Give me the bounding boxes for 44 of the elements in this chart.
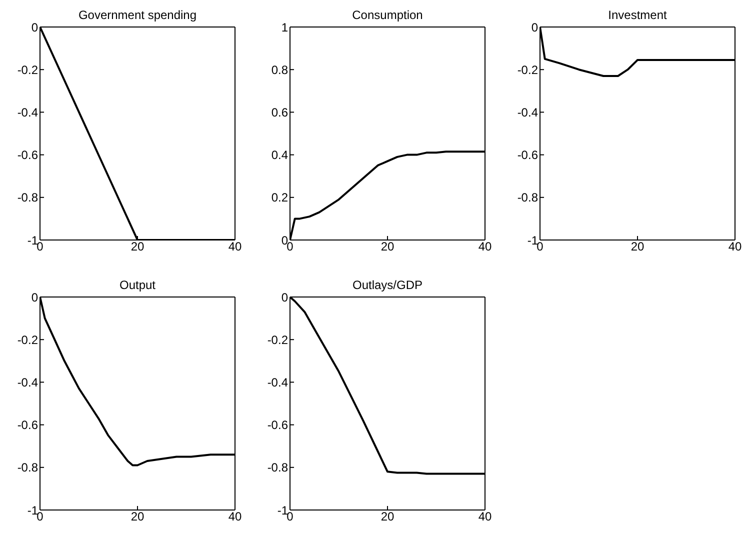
y-tick-label: -0.6 [517, 148, 538, 162]
y-tick-label: -1 [527, 233, 538, 248]
x-tick-label: 40 [478, 510, 492, 524]
x-tick-label: 40 [228, 240, 242, 254]
chart-title: Consumption [351, 8, 424, 22]
x-tick-label: 20 [380, 240, 394, 254]
y-tick-label: 0 [31, 20, 38, 34]
y-tick-label: 1 [281, 20, 288, 34]
y-tick-label: -1 [277, 503, 288, 518]
y-tick-label: -0.4 [17, 105, 38, 120]
y-tick-label: 0.6 [271, 105, 288, 120]
y-tick-label: 0 [281, 290, 288, 304]
x-tick-label: 40 [228, 510, 242, 524]
y-tick-label: 0.8 [271, 62, 288, 77]
chart-title: Investment [607, 8, 668, 22]
y-tick-label: 0 [31, 290, 38, 304]
chart-title: Government spending [77, 8, 198, 22]
chart-title: Output [118, 278, 157, 292]
x-tick-label: 20 [380, 510, 394, 524]
y-tick-label: -0.8 [267, 460, 288, 475]
y-tick-label: -0.2 [17, 332, 38, 347]
x-tick-label: 20 [630, 240, 644, 254]
y-tick-label: 0.2 [271, 190, 288, 205]
y-tick-label: -0.6 [17, 418, 38, 432]
y-tick-label: -0.6 [17, 148, 38, 162]
y-tick-label: -0.4 [267, 375, 288, 390]
y-tick-label: -0.8 [517, 190, 538, 205]
y-tick-label: -0.8 [17, 460, 38, 475]
x-tick-label: 20 [130, 510, 144, 524]
x-tick-label: 20 [130, 240, 144, 254]
y-tick-label: -0.6 [267, 418, 288, 432]
y-tick-label: -0.4 [517, 105, 538, 120]
x-tick-label: 40 [728, 240, 742, 254]
y-tick-label: 0.4 [271, 148, 288, 162]
chart-title: Outlays/GDP [351, 278, 424, 292]
y-tick-label: -0.8 [17, 190, 38, 205]
y-tick-label: -0.2 [17, 62, 38, 77]
y-tick-label: -0.4 [17, 375, 38, 390]
y-tick-label: -0.2 [267, 332, 288, 347]
x-tick-label: 40 [478, 240, 492, 254]
y-tick-label: -0.2 [517, 62, 538, 77]
y-tick-label: 0 [531, 20, 538, 34]
y-tick-label: -1 [27, 233, 38, 248]
y-tick-label: -1 [27, 503, 38, 518]
